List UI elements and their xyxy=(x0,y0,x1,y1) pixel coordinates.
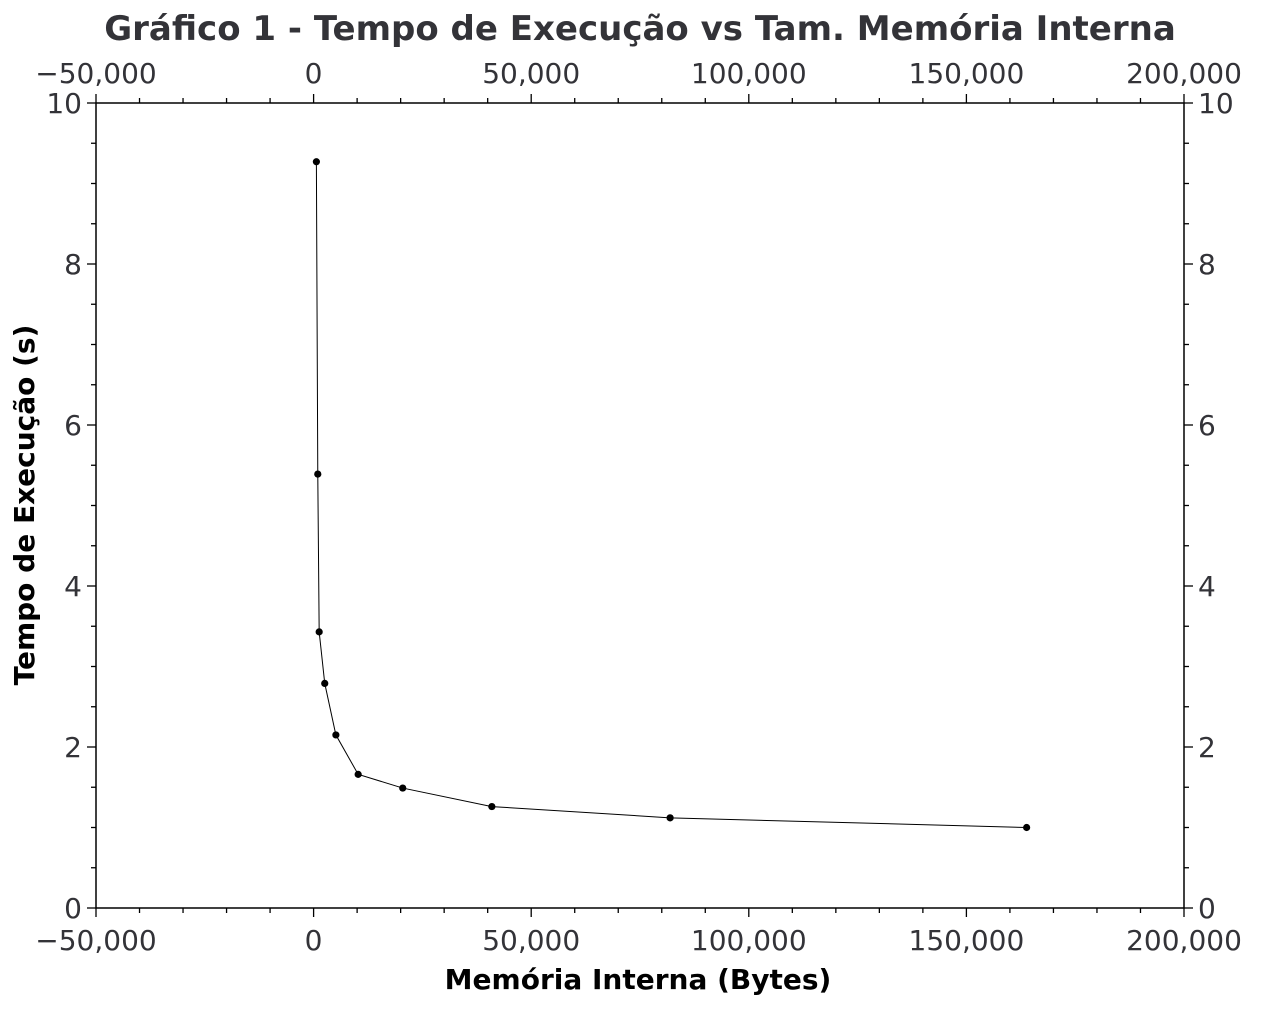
x-tick-label-top: 150,000 xyxy=(909,57,1025,90)
x-tick-label-top: −50,000 xyxy=(35,57,156,90)
x-tick-label-top: 100,000 xyxy=(691,57,807,90)
plot-frame xyxy=(95,102,1185,909)
y-tick-label-right: 8 xyxy=(1198,248,1216,281)
data-point xyxy=(399,784,407,792)
y-tick-label-left: 6 xyxy=(64,409,82,442)
plot-area-frame xyxy=(95,102,1185,909)
x-tick-label-top: 200,000 xyxy=(1126,57,1242,90)
axis-tick-labels: −50,000−50,0000050,00050,000100,000100,0… xyxy=(35,57,1242,957)
x-axis-label: Memória Interna (Bytes) xyxy=(445,963,832,996)
data-point xyxy=(488,802,496,811)
x-tick-label-bottom: 200,000 xyxy=(1126,924,1242,957)
x-tick-label-top: 50,000 xyxy=(482,57,580,90)
data-point xyxy=(312,158,320,166)
y-tick-label-left: 8 xyxy=(64,248,82,281)
y-axis-label: Tempo de Execução (s) xyxy=(8,325,41,686)
x-tick-label-bottom: 0 xyxy=(305,924,323,957)
x-tick-label-top: 0 xyxy=(305,57,323,90)
x-tick-label-bottom: 150,000 xyxy=(909,924,1025,957)
data-point xyxy=(666,814,674,822)
y-tick-label-right: 4 xyxy=(1198,570,1216,603)
data-point xyxy=(321,679,329,688)
axis-ticks xyxy=(87,94,1193,917)
y-tick-label-right: 6 xyxy=(1198,409,1216,442)
x-tick-label-bottom: −50,000 xyxy=(35,924,156,957)
series-line xyxy=(315,161,1027,828)
y-tick-label-right: 0 xyxy=(1198,892,1216,925)
chart-title: Gráfico 1 - Tempo de Execução vs Tam. Me… xyxy=(104,9,1176,49)
y-tick-label-left: 0 xyxy=(64,892,82,925)
data-point xyxy=(332,731,340,739)
x-tick-label-bottom: 100,000 xyxy=(691,924,807,957)
x-tick-label-bottom: 50,000 xyxy=(482,924,580,957)
data-series xyxy=(312,158,1031,832)
data-point xyxy=(315,628,323,636)
data-point xyxy=(1023,823,1031,832)
data-point xyxy=(314,470,322,478)
y-tick-label-right: 2 xyxy=(1198,731,1216,764)
y-tick-label-left: 4 xyxy=(64,570,82,603)
y-tick-label-right: 10 xyxy=(1198,87,1234,120)
y-tick-label-left: 2 xyxy=(64,731,82,764)
data-point xyxy=(354,770,362,778)
y-tick-label-left: 10 xyxy=(46,87,82,120)
